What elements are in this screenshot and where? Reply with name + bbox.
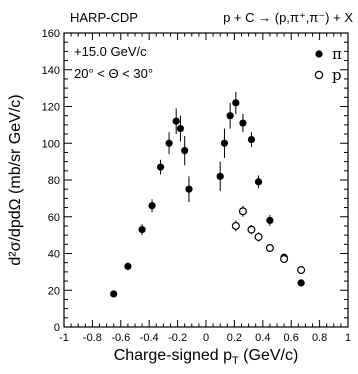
x-tick-label: 0.6 [284,332,299,344]
pi-data-point [254,178,263,186]
legend-pi-label: π [332,45,342,63]
p-data-point [238,207,247,216]
p-data-point [254,232,263,241]
pi-data-point [247,135,256,144]
pi-data-point [138,226,146,234]
annotation-momentum: +15.0 GeV/c [74,44,147,59]
pi-data-point [156,163,165,171]
pi-data-point [148,202,156,210]
x-tick-label: -0.2 [168,332,187,344]
title-left: HARP-CDP [70,10,138,25]
pi-data-point [226,112,234,120]
pi-data-point [239,119,247,127]
x-tick-label: -1 [59,332,69,344]
y-axis-title: d²σ/dpdΩ (mb/sr GeV/c) [7,94,24,265]
x-tick-label: -0.6 [111,332,130,344]
y-tick-label: 160 [42,28,60,40]
p-data-point [265,243,274,252]
y-tick-label: 20 [48,285,60,297]
x-tick-label: 0.2 [227,332,242,344]
p-data-point [280,255,289,264]
annotation-angle: 20° < Θ < 30° [74,66,153,81]
pi-data-point [185,185,193,193]
y-tick-label: 140 [42,65,60,77]
pi-data-point [181,147,189,155]
x-axis-title-main: Charge-signed p [114,347,232,364]
pi-data-point [232,99,240,107]
x-tick-label: 0 [203,332,209,344]
x-tick-label: 1 [345,332,351,344]
y-tick-label: 40 [48,249,60,261]
p-data-point [297,266,306,275]
x-tick-label: -0.8 [83,332,102,344]
x-tick-label: 0.4 [255,332,270,344]
pi-data-point [266,216,274,225]
y-tick-label: 100 [42,138,60,150]
pi-data-point [165,139,173,147]
y-tick-label: 120 [42,102,60,114]
p-data-point [231,221,240,230]
y-tick-label: 0 [54,322,60,334]
x-axis-title: Charge-signed pT (GeV/c) [114,347,299,367]
legend: π p [314,45,342,84]
pi-data-point [216,172,224,180]
x-tick-label: 0.8 [312,332,327,344]
pi-data-point [297,279,305,287]
legend-p-marker [314,70,324,80]
p-data-point [247,225,256,234]
pi-data-point [176,124,185,133]
pi-data-point [220,139,229,147]
y-tick-label: 80 [48,175,60,187]
pi-data-point [172,117,180,125]
pi-data-point [124,262,132,270]
x-tick-label: -0.4 [140,332,159,344]
x-axis-title-sub: T [232,355,239,367]
series-p [231,205,306,275]
legend-p-label: p [332,66,342,84]
pi-data-point [110,290,118,298]
y-tick-label: 60 [48,212,60,224]
x-ticks: -1 -0.8 -0.6 -0.4 -0.2 0 0.2 0.4 0.6 0.8 1 [59,33,351,344]
x-axis-title-unit: (GeV/c) [239,347,299,364]
data-points [110,91,306,298]
title-right: p + C → (p,π⁺,π⁻) + X [223,10,353,25]
series-pi [110,91,305,298]
legend-pi-marker [315,50,323,58]
y-ticks: 0 20 40 60 80 100 120 140 160 [42,28,348,334]
